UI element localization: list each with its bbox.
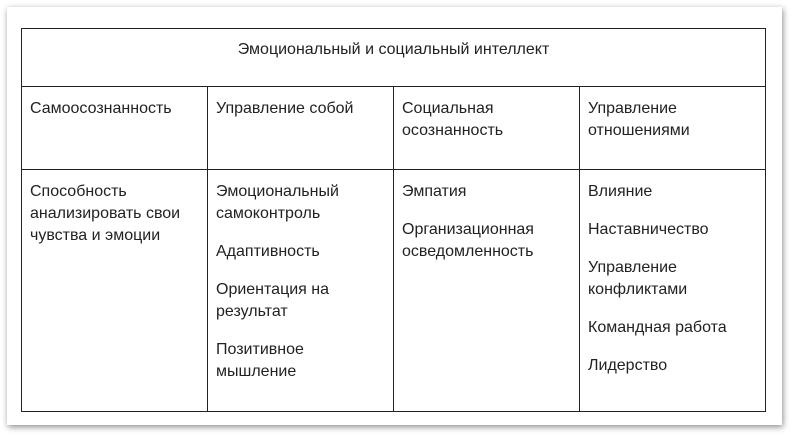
competency-table: Эмоциональный и социальный интеллект Сам… (21, 28, 766, 412)
document-card: Эмоциональный и социальный интеллект Сам… (7, 7, 782, 425)
column-cell: Эмпатия Организационная осведомленность (393, 169, 580, 412)
column-cell: Способность анализировать свои чувства и… (21, 169, 208, 412)
list-item: Эмоциональный самоконтроль (216, 183, 339, 222)
list-item: Ориентация на результат (216, 281, 330, 320)
column-header: Самоосознанность (21, 86, 208, 170)
list-item: Эмпатия (402, 183, 467, 200)
column-cell: Эмоциональный самоконтроль Адаптивность Ор… (207, 169, 394, 412)
list-item: Лидерство (588, 357, 668, 374)
list-item: Наставничество (588, 221, 709, 238)
list-item: Позитивное мышление (216, 341, 304, 380)
list-item: Организационная осведомленность (402, 221, 534, 260)
list-item: Влияние (588, 183, 653, 200)
column-header: Социальная осознанность (393, 86, 580, 170)
list-item: Управление конфликтами (588, 259, 688, 298)
column-header: Управление отношениями (579, 86, 766, 170)
list-item: Способность анализировать свои чувства и… (30, 183, 181, 244)
column-header: Управление собой (207, 86, 394, 170)
list-item: Командная работа (588, 319, 727, 336)
table-title: Эмоциональный и социальный интеллект (21, 28, 766, 87)
column-cell: Влияние Наставничество Управление конфликт… (579, 169, 766, 412)
list-item: Адаптивность (216, 243, 320, 260)
